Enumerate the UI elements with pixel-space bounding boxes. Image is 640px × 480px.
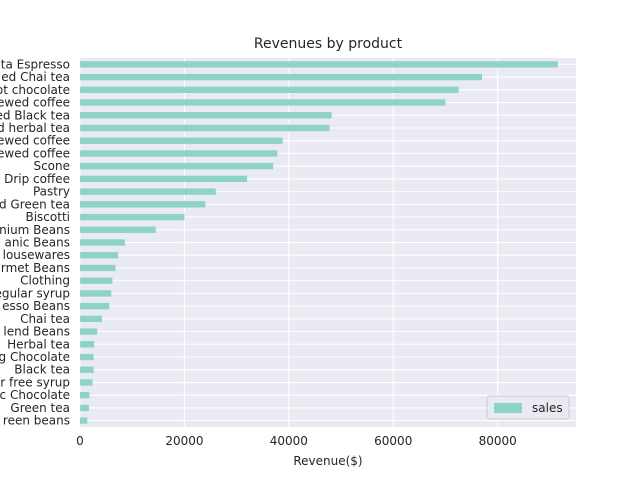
bar-lousewares xyxy=(80,252,119,259)
y-tick-label: r free syrup xyxy=(0,375,70,389)
legend: sales xyxy=(486,395,570,420)
y-tick-label: Drip coffee xyxy=(4,172,70,186)
y-tick-label: ot chocolate xyxy=(0,83,70,97)
bar-ot-chocolate xyxy=(80,86,459,93)
bar-r-free-syrup xyxy=(80,379,93,386)
bar-egular-syrup xyxy=(80,290,112,297)
legend-label-sales: sales xyxy=(532,401,563,415)
y-tick-label: egular syrup xyxy=(0,286,70,300)
y-tick-label: Biscotti xyxy=(25,210,70,224)
y-tick-label: Pastry xyxy=(33,185,70,199)
y-tick-label: ewed coffee xyxy=(0,96,70,110)
bar-anic-beans xyxy=(80,239,125,246)
bar-green-tea xyxy=(80,404,89,412)
y-tick-label: rmet Beans xyxy=(1,261,70,275)
x-tick-label: 20000 xyxy=(165,434,203,448)
y-tick-label: ewed coffee xyxy=(0,134,70,148)
x-axis-label: Revenue($) xyxy=(293,454,362,468)
y-tick-label: ewed coffee xyxy=(0,146,70,160)
bar-nium-beans xyxy=(80,226,156,233)
bar-clothing xyxy=(80,277,113,284)
bar-black-tea xyxy=(80,366,94,373)
y-tick-label: g Chocolate xyxy=(0,350,70,364)
x-tick-label: 0 xyxy=(76,434,84,448)
bar-ewed-coffee xyxy=(80,137,283,144)
chart-title: Revenues by product xyxy=(254,36,403,52)
y-tick-label: c Chocolate xyxy=(0,388,70,402)
legend-box xyxy=(486,395,570,420)
y-tick-label: esso Beans xyxy=(2,299,70,313)
bar-ewed-coffee xyxy=(80,99,446,106)
bar-d-green-tea xyxy=(80,201,206,208)
y-tick-label: d herbal tea xyxy=(0,121,70,135)
x-tick-label: 80000 xyxy=(479,434,517,448)
bar-pastry xyxy=(80,188,216,195)
y-tick-label: reen beans xyxy=(3,414,70,428)
bar-c-chocolate xyxy=(80,392,90,399)
bar-biscotti xyxy=(80,213,185,221)
x-tick-label: 40000 xyxy=(270,434,308,448)
bar-reen-beans xyxy=(80,417,88,424)
legend-swatch-sales xyxy=(494,403,522,413)
y-tick-label: lend Beans xyxy=(3,325,70,339)
x-tick-labels: 0 20000 40000 60000 80000 xyxy=(76,434,517,448)
bar-ta-espresso xyxy=(80,61,558,68)
bar-lend-beans xyxy=(80,328,98,335)
y-tick-label: Black tea xyxy=(14,363,70,377)
bar-g-chocolate xyxy=(80,353,94,361)
bar-chai-tea xyxy=(80,315,102,323)
y-tick-label: ed Chai tea xyxy=(1,70,70,84)
bar-ed-black-tea xyxy=(80,112,332,119)
x-tick-label: 60000 xyxy=(374,434,412,448)
y-tick-label: d Green tea xyxy=(0,197,70,211)
bar-scone xyxy=(80,162,274,170)
y-tick-label: ed Black tea xyxy=(0,108,70,122)
bars-group xyxy=(80,61,558,424)
bar-d-herbal-tea xyxy=(80,124,330,132)
y-tick-label: nium Beans xyxy=(0,223,70,237)
bar-ewed-coffee xyxy=(80,150,278,157)
bar-rmet-beans xyxy=(80,264,116,272)
bar-ed-chai-tea xyxy=(80,73,483,81)
y-tick-label: Herbal tea xyxy=(7,337,70,351)
y-tick-label: lousewares xyxy=(3,248,70,262)
bar-esso-beans xyxy=(80,302,110,310)
bar-herbal-tea xyxy=(80,341,95,348)
y-tick-label: Clothing xyxy=(20,274,70,288)
y-tick-label: Green tea xyxy=(10,401,70,415)
y-tick-label: Chai tea xyxy=(20,312,70,326)
y-tick-label: anic Beans xyxy=(4,236,70,250)
y-tick-label: ta Espresso xyxy=(1,57,70,71)
y-tick-label: Scone xyxy=(33,159,70,173)
bar-drip-coffee xyxy=(80,175,248,183)
